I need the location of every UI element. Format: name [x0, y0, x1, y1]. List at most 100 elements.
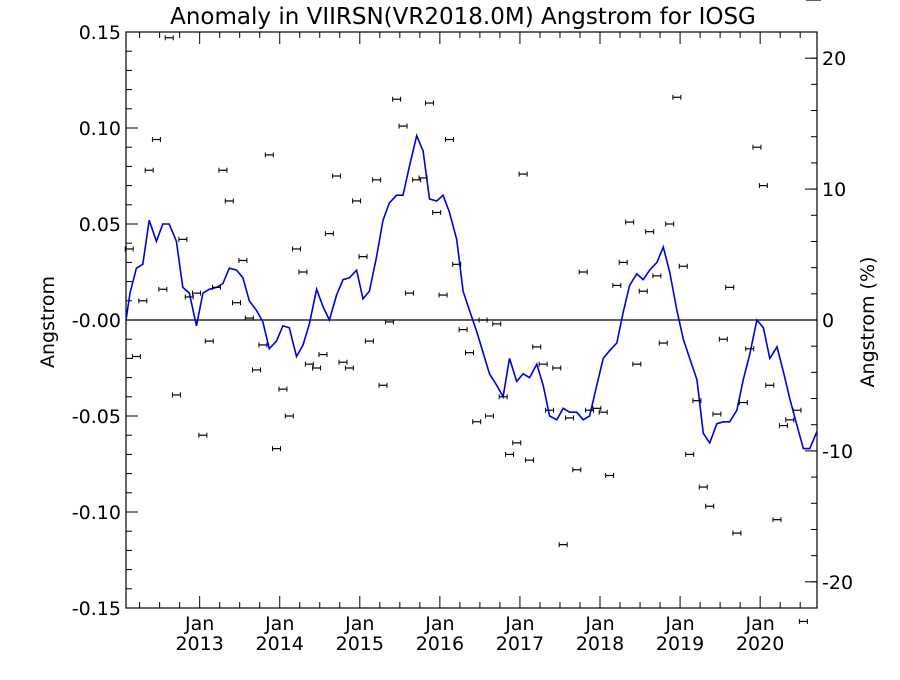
x-tick-month-label: Jan	[184, 613, 214, 635]
data-point	[638, 288, 648, 294]
y-left-tick-label: -0.05	[72, 406, 121, 428]
data-point	[378, 382, 388, 388]
data-point	[625, 219, 635, 225]
x-tick-year-label: 2016	[416, 633, 464, 655]
data-point	[144, 167, 154, 173]
data-point	[612, 282, 622, 288]
data-point	[512, 440, 522, 446]
data-point	[772, 517, 782, 523]
y-axis-right-label: Angstrom (%)	[857, 257, 879, 388]
y-right-tick-label: 20	[822, 48, 846, 70]
data-point	[525, 457, 535, 463]
data-point	[424, 100, 434, 106]
data-point	[238, 257, 248, 263]
x-tick-month-label: Jan	[584, 613, 614, 635]
data-point	[304, 361, 314, 367]
data-point	[344, 365, 354, 371]
data-point	[758, 183, 768, 189]
data-point	[572, 467, 582, 473]
data-point	[658, 340, 668, 346]
data-point	[438, 292, 448, 298]
data-point	[792, 407, 802, 413]
data-point	[718, 336, 728, 342]
data-point	[765, 382, 775, 388]
x-tick-year-label: 2018	[576, 633, 624, 655]
x-tick-month-label: Jan	[745, 613, 775, 635]
y-right-tick-label: -20	[822, 572, 853, 594]
y-left-tick-label: 0.15	[79, 22, 121, 44]
data-point	[798, 618, 808, 624]
data-point	[352, 198, 362, 204]
data-point	[178, 236, 188, 242]
data-point	[244, 315, 254, 321]
y-right-tick-label: -10	[822, 441, 853, 463]
data-point	[498, 394, 508, 400]
data-point	[478, 317, 488, 323]
data-point	[318, 352, 328, 358]
data-point	[204, 338, 214, 344]
data-point	[252, 367, 262, 373]
data-point	[785, 417, 795, 423]
y-right-tick-label: 10	[822, 179, 846, 201]
data-point	[364, 338, 374, 344]
y-axis-left: -0.15 -0.10 -0.05 -0.00 0.05 0.10 0.15	[72, 22, 138, 620]
smoothed-series-line	[125, 133, 818, 450]
y-axis-left-label: Angstrom	[37, 276, 59, 368]
data-point	[138, 298, 148, 304]
monthly-anomaly-points	[124, 0, 821, 624]
data-point	[632, 361, 642, 367]
data-point	[324, 231, 334, 237]
x-tick-month-label: Jan	[344, 613, 374, 635]
data-point	[538, 361, 548, 367]
data-point	[452, 261, 462, 267]
data-point	[492, 321, 502, 327]
y-left-tick-label: 0.10	[79, 118, 121, 140]
data-point	[224, 198, 234, 204]
data-point	[565, 415, 575, 421]
data-point	[692, 398, 702, 404]
data-point	[292, 246, 302, 252]
x-tick-year-label: 2013	[175, 633, 223, 655]
data-point	[592, 405, 602, 411]
y-left-tick-label: -0.00	[72, 310, 121, 332]
data-point	[552, 365, 562, 371]
data-point	[778, 423, 788, 429]
data-point	[384, 319, 394, 325]
data-point	[712, 411, 722, 417]
data-point	[605, 473, 615, 479]
data-point	[738, 400, 748, 406]
y-left-tick-label: -0.10	[72, 502, 121, 524]
data-point	[532, 344, 542, 350]
data-point	[745, 346, 755, 352]
data-point	[558, 542, 568, 548]
data-point	[272, 446, 282, 452]
data-point	[598, 409, 608, 415]
data-point	[472, 419, 482, 425]
data-point	[505, 451, 515, 457]
x-tick-year-label: 2017	[496, 633, 544, 655]
data-point	[645, 229, 655, 235]
data-point	[404, 290, 414, 296]
y-left-tick-label: 0.05	[79, 214, 121, 236]
x-tick-month-label: Jan	[504, 613, 534, 635]
data-point	[578, 269, 588, 275]
data-point	[732, 530, 742, 536]
data-point	[332, 173, 342, 179]
x-axis: Jan2013Jan2014Jan2015Jan2016Jan2017Jan20…	[139, 32, 801, 655]
data-point	[652, 273, 662, 279]
data-point	[298, 269, 308, 275]
data-point	[665, 221, 675, 227]
data-point	[258, 342, 268, 348]
data-point	[358, 254, 368, 260]
x-tick-month-label: Jan	[264, 613, 294, 635]
data-point	[464, 350, 474, 356]
data-point	[618, 259, 628, 265]
data-point	[191, 290, 201, 296]
data-point	[184, 294, 194, 300]
data-point	[678, 263, 688, 269]
data-point	[444, 137, 454, 143]
data-point	[485, 413, 495, 419]
data-point	[518, 171, 528, 177]
